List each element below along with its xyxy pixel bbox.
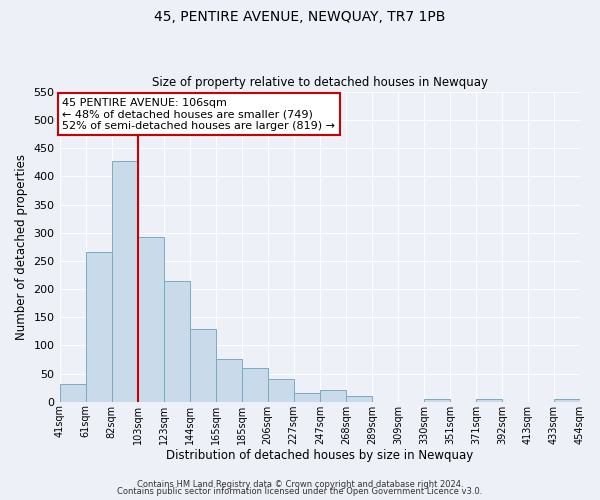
Bar (476, 399, 502, 402)
Bar (215, 359, 242, 402)
Bar (59, 384, 86, 402)
Bar (242, 368, 268, 402)
Text: Contains public sector information licensed under the Open Government Licence v3: Contains public sector information licen… (118, 488, 482, 496)
Y-axis label: Number of detached properties: Number of detached properties (15, 154, 28, 340)
Bar (346, 396, 372, 402)
Text: 45, PENTIRE AVENUE, NEWQUAY, TR7 1PB: 45, PENTIRE AVENUE, NEWQUAY, TR7 1PB (154, 10, 446, 24)
Bar (164, 281, 190, 402)
Text: 45 PENTIRE AVENUE: 106sqm
← 48% of detached houses are smaller (749)
52% of semi: 45 PENTIRE AVENUE: 106sqm ← 48% of detac… (62, 98, 335, 131)
Title: Size of property relative to detached houses in Newquay: Size of property relative to detached ho… (152, 76, 488, 90)
Bar (294, 393, 320, 402)
Bar (424, 399, 450, 402)
Bar (137, 236, 164, 402)
Bar (86, 252, 112, 402)
Bar (112, 160, 137, 402)
Bar (320, 390, 346, 402)
Bar (268, 379, 294, 402)
Bar (554, 399, 580, 402)
X-axis label: Distribution of detached houses by size in Newquay: Distribution of detached houses by size … (166, 450, 473, 462)
Bar (190, 329, 215, 402)
Text: Contains HM Land Registry data © Crown copyright and database right 2024.: Contains HM Land Registry data © Crown c… (137, 480, 463, 489)
